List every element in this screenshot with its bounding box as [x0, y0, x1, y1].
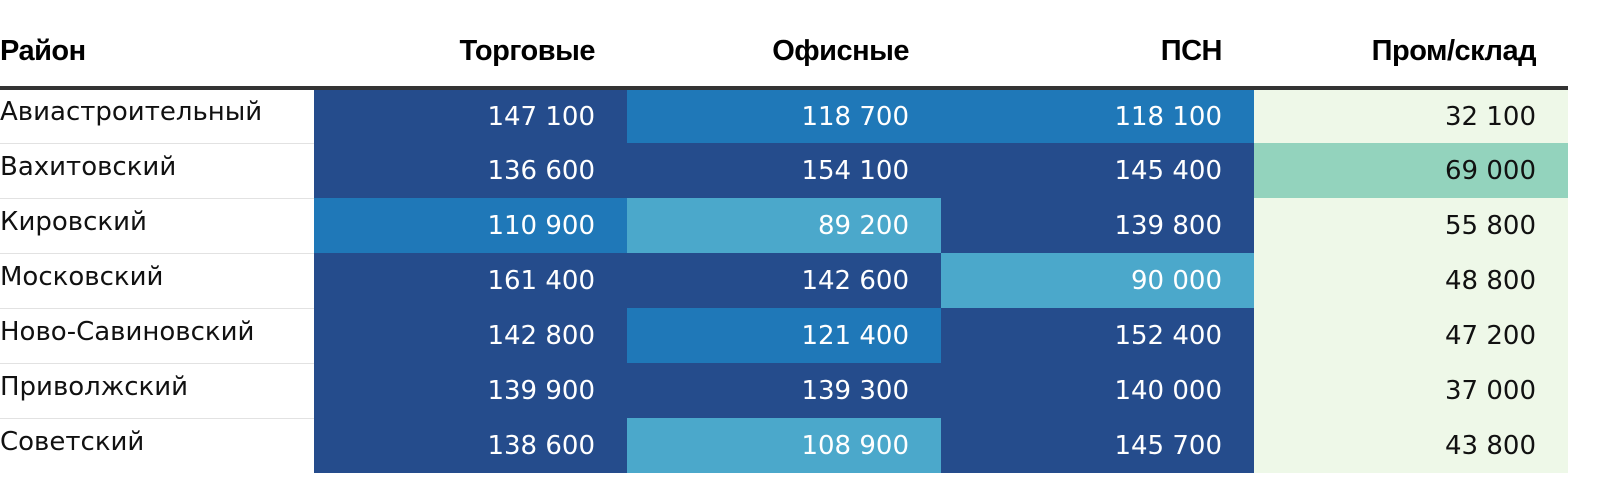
heat-cell: 154 100	[627, 143, 941, 198]
table-body: Авиастроительный 147 100 118 700 118 100 32 …	[0, 88, 1568, 473]
heat-cell: 145 700	[941, 418, 1254, 473]
district-name-cell: Авиастроительный	[0, 88, 314, 144]
heat-cell: 118 100	[941, 88, 1254, 143]
heat-cell: 69 000	[1254, 143, 1568, 198]
heat-cell: 152 400	[941, 308, 1254, 363]
table-row: Московский 161 400 142 600 90 000 48 800	[0, 253, 1568, 309]
table-row: Ново-Савиновский 142 800 121 400 152 400 47 …	[0, 308, 1568, 364]
heat-cell: 142 600	[627, 253, 941, 308]
heat-cell: 161 400	[314, 253, 627, 308]
heat-cell: 121 400	[627, 308, 941, 363]
table-row: Советский 138 600 108 900 145 700 43 800	[0, 418, 1568, 473]
heat-cell: 136 600	[314, 143, 627, 198]
table-row: Вахитовский 136 600 154 100 145 400 69 000	[0, 143, 1568, 199]
price-heatmap-table: Район Торговые Офисные ПСН Пром/склад Ав…	[0, 0, 1568, 473]
header-row: Район Торговые Офисные ПСН Пром/склад	[0, 0, 1568, 90]
heat-cell: 90 000	[941, 253, 1254, 308]
heat-cell: 48 800	[1254, 253, 1568, 308]
table-row: Авиастроительный 147 100 118 700 118 100 32 …	[0, 88, 1568, 144]
header-district: Район	[0, 0, 314, 90]
table-header: Район Торговые Офисные ПСН Пром/склад	[0, 0, 1568, 90]
heat-cell: 43 800	[1254, 418, 1568, 473]
heat-cell: 139 300	[627, 363, 941, 418]
heat-cell: 55 800	[1254, 198, 1568, 253]
district-name-cell: Кировский	[0, 198, 314, 254]
district-name-cell: Приволжский	[0, 363, 314, 419]
heat-cell: 108 900	[627, 418, 941, 473]
district-name-cell: Советский	[0, 426, 145, 457]
district-name-cell: Московский	[0, 253, 314, 309]
header-psn: ПСН	[941, 0, 1254, 90]
heat-cell: 139 900	[314, 363, 627, 418]
district-name-cell: Ново-Савиновский	[0, 308, 314, 364]
heat-cell: 118 700	[627, 88, 941, 143]
heat-cell: 139 800	[941, 198, 1254, 253]
header-industrial-warehouse: Пром/склад	[1254, 0, 1568, 90]
heat-cell: 147 100	[314, 88, 627, 143]
heat-cell: 138 600	[314, 418, 627, 473]
header-retail: Торговые	[314, 0, 627, 90]
heat-cell: 142 800	[314, 308, 627, 363]
header-office: Офисные	[627, 0, 941, 90]
heat-cell: 110 900	[314, 198, 627, 253]
district-name-cell: Вахитовский	[0, 143, 314, 199]
heat-cell: 47 200	[1254, 308, 1568, 363]
heat-cell: 89 200	[627, 198, 941, 253]
heat-cell: 145 400	[941, 143, 1254, 198]
heat-cell: 140 000	[941, 363, 1254, 418]
table-row: Приволжский 139 900 139 300 140 000 37 000	[0, 363, 1568, 419]
heat-cell: 37 000	[1254, 363, 1568, 418]
heat-cell: 32 100	[1254, 88, 1568, 143]
table-row: Кировский 110 900 89 200 139 800 55 800	[0, 198, 1568, 254]
